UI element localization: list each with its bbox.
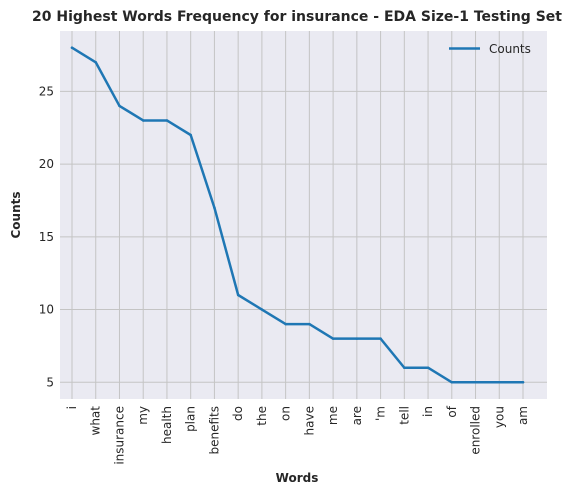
data-point	[189, 133, 192, 137]
plot-area	[60, 31, 547, 399]
x-tick-label: you	[492, 406, 506, 428]
legend: Counts	[449, 42, 531, 56]
x-tick-label: i	[65, 406, 79, 409]
data-point	[260, 308, 264, 311]
x-tick-label: what	[89, 406, 103, 436]
data-point	[213, 206, 216, 209]
data-point	[498, 381, 501, 384]
data-point	[331, 337, 335, 340]
data-point	[474, 381, 477, 384]
y-tick-label: 15	[39, 230, 54, 244]
x-tick-label: plan	[184, 406, 198, 432]
chart-title: 20 Highest Words Frequency for insurance…	[32, 9, 562, 25]
x-tick-label: tell	[397, 406, 411, 425]
x-tick-label: on	[279, 406, 293, 421]
y-tick-label: 20	[39, 157, 54, 171]
data-point	[450, 381, 454, 384]
y-tick-label: 25	[39, 84, 54, 98]
data-point	[141, 119, 145, 122]
series-layer	[70, 46, 525, 384]
y-tick-label: 5	[46, 375, 54, 389]
data-point	[379, 337, 382, 340]
x-tick-label: benefits	[207, 406, 221, 455]
x-tick-label: in	[421, 406, 435, 417]
x-grid	[71, 31, 524, 399]
data-point	[355, 337, 359, 340]
data-point	[94, 61, 97, 64]
x-tick-label: the	[255, 406, 269, 426]
y-tick-label: 10	[39, 303, 54, 317]
data-point	[70, 46, 74, 49]
x-tick-label: health	[160, 406, 174, 444]
data-point	[521, 381, 525, 384]
x-tick-label: insurance	[112, 406, 126, 465]
x-tick-label: enrolled	[469, 406, 483, 455]
data-point	[284, 322, 287, 326]
legend-label: Counts	[489, 42, 531, 56]
x-tick-label: are	[350, 406, 364, 425]
data-point	[308, 322, 311, 326]
series-line-counts	[70, 46, 525, 384]
data-point	[118, 104, 121, 108]
data-point	[236, 293, 240, 297]
x-tick-labels: i what insurance my health plan benefits do the o…	[65, 405, 530, 464]
data-point	[426, 366, 430, 369]
x-tick-label: 'm	[374, 406, 388, 421]
x-tick-label: my	[136, 406, 150, 425]
x-tick-label: have	[302, 406, 316, 435]
x-tick-label: do	[231, 406, 245, 421]
x-tick-label: me	[326, 406, 340, 425]
y-tick-labels: 5 10 15 20 25	[39, 84, 54, 389]
y-axis-label: Counts	[9, 191, 23, 238]
x-axis-label: Words	[276, 471, 319, 485]
data-point	[165, 119, 169, 122]
x-tick-label: of	[445, 405, 459, 417]
x-tick-label: am	[516, 406, 530, 425]
data-point	[403, 366, 406, 369]
